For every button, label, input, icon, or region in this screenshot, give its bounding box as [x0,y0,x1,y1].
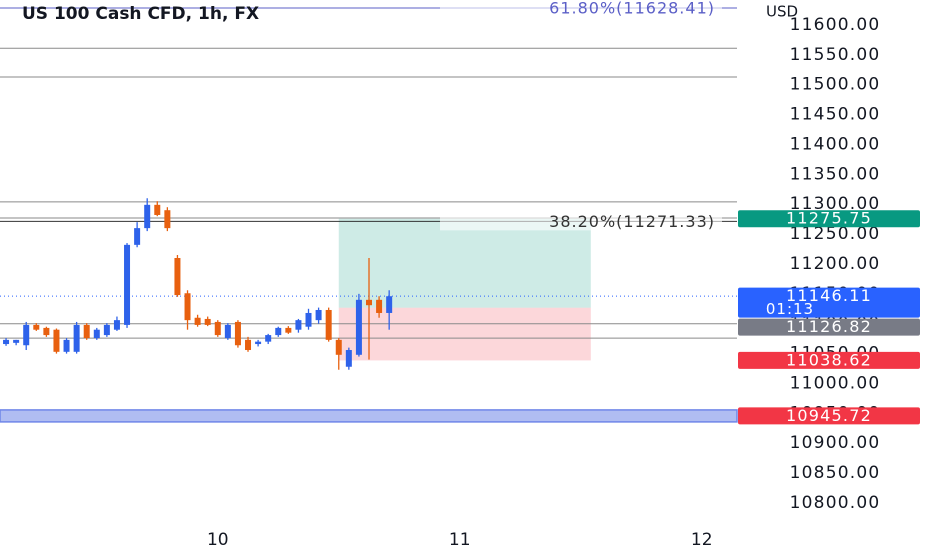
fib-label-bg [440,0,722,18]
candle-body [174,258,181,296]
candle-body [255,341,262,345]
candle-body [386,296,393,313]
candle-body [265,335,272,342]
candle-body [184,293,191,321]
stop-zone [338,307,591,361]
candle-body [355,299,362,355]
y-tick-label: 11200.00 [790,254,881,274]
candle-body [204,318,211,325]
y-tick-label: 11550.00 [790,45,881,65]
price-badge-label: 11275.75 [786,209,872,228]
fib-label-bg [440,212,722,231]
candle-body [366,299,373,306]
candle-body [103,324,110,336]
candle-body [345,350,352,367]
y-tick-label: 11350.00 [790,164,881,184]
candle-body [3,339,10,345]
plot-area: 61.80%(11628.41) 38.20%(11271.33) [0,0,738,423]
price-badge-label: 11126.82 [786,317,872,336]
candle-body [214,321,221,336]
candle-body [93,329,100,339]
price-badge-label: 11038.62 [786,350,872,369]
y-tick-label: 11250.00 [790,224,881,244]
candle-body [144,204,151,229]
candle-body [23,324,30,346]
price-badge [738,407,920,425]
candle-body [83,324,90,339]
candle-body [154,204,161,215]
x-tick-label: 10 [207,530,229,550]
price-badge [738,318,920,336]
candle-body [305,312,312,327]
x-tick-label: 11 [449,530,471,550]
price-badge [738,351,920,369]
y-tick-label: 11300.00 [790,194,881,214]
currency: USD [766,3,798,21]
candle-body [13,339,20,343]
price-badge-label: 11146.11 [786,286,872,305]
target-zone [338,218,591,308]
candle-body [134,228,141,245]
candle-body [376,299,383,313]
support-zone [0,409,738,423]
y-tick-label: 11400.00 [790,134,881,154]
candle-body [53,329,60,352]
y-tick-label: 10850.00 [790,463,881,483]
candle-body [275,327,282,336]
price-axis: 11600.00 11550.00 11500.00 11450.00 11400.00… [790,15,881,513]
candle-body [295,320,302,330]
x-tick-label: 12 [691,530,713,550]
chart-title: US 100 Cash CFD, 1h, FX [22,4,259,24]
price-badge-label: 10945.72 [786,406,872,425]
candle-body [63,339,70,352]
y-tick-label: 10900.00 [790,433,881,453]
candle-body [73,324,80,352]
candle-body [285,327,292,333]
candle-body [194,317,201,325]
candle-body [245,339,252,351]
candle-body [164,210,171,229]
price-badge [738,287,920,318]
fib-label: 61.80%(11628.41) [549,0,715,18]
y-tick-label: 11600.00 [790,15,881,35]
candle-body [33,324,40,330]
y-tick-label: 11500.00 [790,75,881,95]
price-badge [738,210,920,228]
candle-body [234,321,241,346]
countdown: 01:13 [766,300,814,318]
candle-body [315,309,322,321]
fib-label: 38.20%(11271.33) [549,212,715,231]
y-tick-label: 11450.00 [790,105,881,125]
candle-body [325,309,332,340]
candle-body [335,339,342,355]
candle-body [124,244,131,325]
candle-body [224,324,231,339]
candle-body [113,320,120,330]
candle-body [43,327,50,336]
y-tick-label: 11000.00 [790,373,881,393]
y-tick-label: 10800.00 [790,493,881,513]
